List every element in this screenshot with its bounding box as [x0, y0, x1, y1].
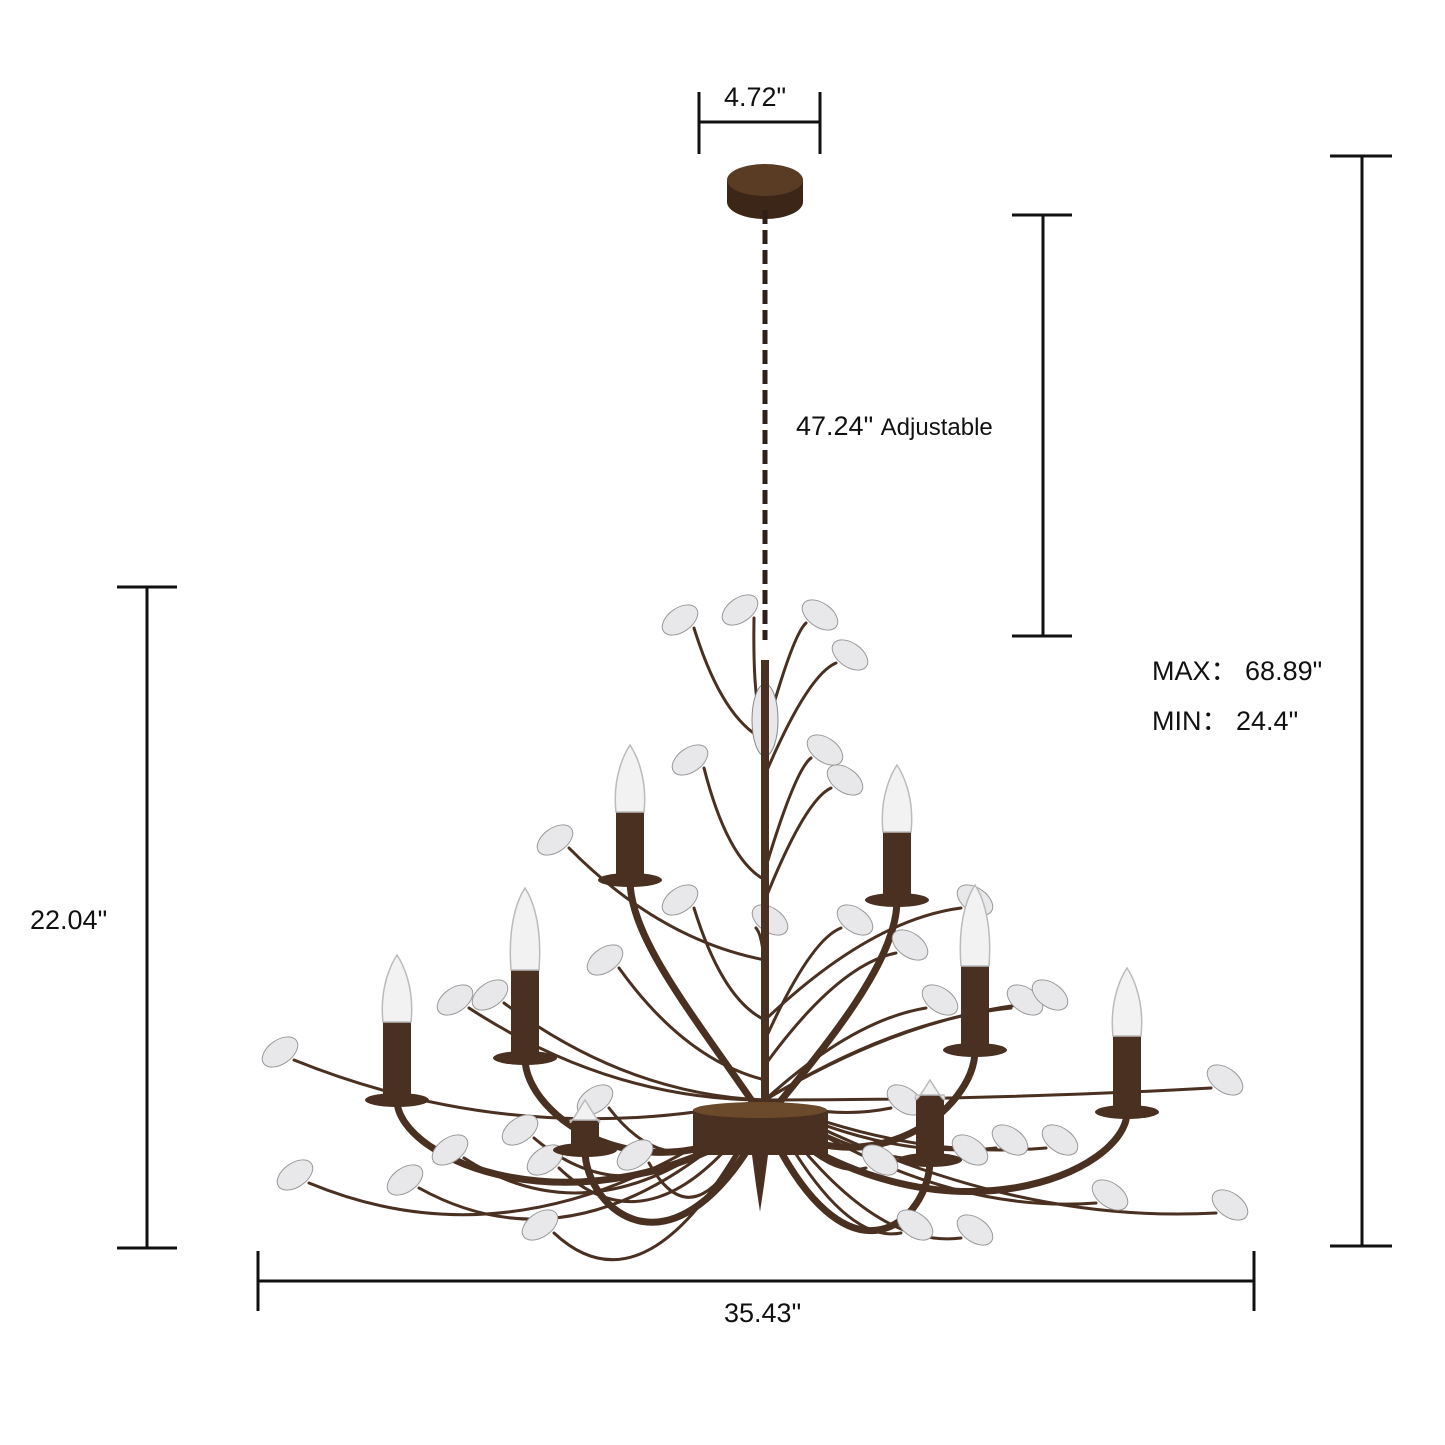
candle-sleeve [616, 812, 644, 880]
crystal-leaf [436, 984, 474, 1016]
candle-sleeve [961, 966, 989, 1050]
crystal-leaf [956, 1214, 994, 1246]
crystal-leaf [806, 734, 844, 766]
min-prefix: MIN： [1152, 706, 1229, 736]
crystal-leaf [501, 1114, 539, 1146]
branch [763, 1098, 1218, 1216]
crystal-leaf [991, 1124, 1029, 1156]
crystal-leaf [831, 639, 869, 671]
canopy-width-dimension-line [697, 92, 822, 154]
crystal-leaf [861, 1144, 899, 1176]
crystal-leaf [661, 604, 699, 636]
branch [763, 951, 898, 1067]
body-width-dimension-line [256, 1251, 1256, 1311]
branch [763, 786, 833, 902]
branch [763, 1006, 928, 1102]
crystal-leaf [276, 1159, 314, 1191]
crystal-leaf [536, 824, 574, 856]
branch [702, 766, 767, 882]
chain-length-note: Adjustable [880, 414, 993, 441]
bulb [914, 1078, 946, 1101]
overall-min-label: MIN： 24.4" [1152, 708, 1298, 735]
candle-sleeve [916, 1095, 944, 1160]
candle-sleeve [511, 970, 539, 1058]
branch [763, 756, 813, 872]
branch [467, 1006, 767, 1102]
finial [752, 1155, 768, 1212]
bulb [959, 883, 991, 967]
crystal-leaf [826, 764, 864, 796]
max-value: 68.89" [1245, 656, 1323, 686]
branch [763, 661, 838, 777]
candle-sleeve [1113, 1036, 1141, 1112]
crystal-leaf [586, 944, 624, 976]
candle-sleeve [383, 1022, 411, 1100]
crystal-leaf [386, 1164, 424, 1196]
branch [617, 966, 767, 1082]
branch [567, 846, 767, 962]
body-height-label: 22.04" [30, 905, 108, 935]
crystal-leaf [891, 929, 929, 961]
crystal-leaf [661, 884, 699, 916]
branch [763, 926, 843, 1042]
candle-arm [581, 1116, 769, 1226]
candle-arm [761, 896, 901, 1124]
overall-max-label: MAX： 68.89" [1152, 658, 1322, 685]
crystal-leaf [431, 1134, 469, 1166]
crystal-leaf [1206, 1064, 1244, 1096]
dimension-lines [117, 92, 1392, 1311]
crystal-leaf [721, 594, 759, 626]
crystal-leaf [1211, 1189, 1249, 1221]
crystal-leaf [801, 599, 839, 631]
chandelier-illustration [261, 164, 1249, 1261]
branch [502, 1001, 767, 1102]
crystal-leaf [521, 1209, 559, 1241]
crystal-leaf [471, 979, 509, 1011]
bulb [614, 743, 646, 813]
crystal-leaf [751, 904, 789, 936]
crystal-leaf [1091, 1179, 1129, 1211]
candle-arm [761, 1116, 934, 1235]
candle-sleeve [571, 1120, 599, 1150]
branch [692, 906, 767, 1022]
crystal-leaf [951, 1134, 989, 1166]
chain-length-label: 47.24" Adjustable [796, 413, 993, 440]
candles [365, 743, 1159, 1167]
crystal-leaf [1041, 1124, 1079, 1156]
chain-length-dimension-line [1012, 213, 1072, 638]
crystal-leaf [896, 1209, 934, 1241]
bulb [881, 763, 913, 833]
max-prefix: MAX： [1152, 656, 1238, 686]
overall-height-dimension-line [1330, 154, 1392, 1248]
canopy-width-label: 4.72" [724, 82, 787, 112]
chain-length-value: 47.24" [796, 411, 874, 441]
branch [763, 1086, 1213, 1102]
candle-sleeve [883, 832, 911, 900]
bulb [381, 953, 413, 1023]
min-value: 24.4" [1236, 706, 1299, 736]
crystal-leaf [616, 1139, 654, 1171]
bulb [509, 886, 541, 971]
crystal-leaf [921, 984, 959, 1016]
branch [763, 1001, 1038, 1102]
crystal-leaf [1031, 979, 1069, 1011]
branch [763, 906, 963, 1022]
bulb [569, 1098, 601, 1124]
bulb [1111, 966, 1143, 1037]
center-hub [693, 1102, 828, 1212]
ceiling-canopy [727, 164, 803, 219]
body-height-dimension-line [117, 585, 177, 1250]
crystal-leaf [671, 744, 709, 776]
crystal-leaf [836, 904, 874, 936]
candle-arm [761, 1108, 1131, 1195]
crystal-leaf [261, 1036, 299, 1068]
body-width-label: 35.43" [724, 1298, 802, 1328]
